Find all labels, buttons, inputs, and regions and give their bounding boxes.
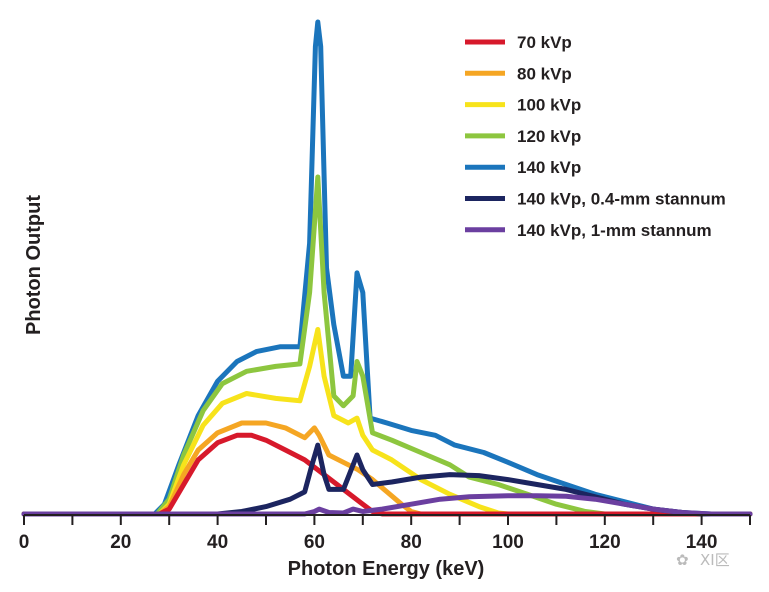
legend: 70 kVp 80 kVp 100 kVp 120 kVp 140 kVp 140 kVp… (465, 33, 726, 240)
x-tick-label: 140 (686, 532, 718, 553)
legend-item: 140 kVp (465, 158, 581, 177)
legend-label: 80 kVp (517, 64, 572, 83)
series-line-120-kvp (21, 174, 753, 517)
legend-item: 120 kVp (465, 127, 581, 146)
x-tick-label: 20 (110, 532, 131, 553)
wechat-icon: ✿ (676, 551, 689, 569)
x-tick-label: 60 (304, 532, 325, 553)
x-axis-title: Photon Energy (keV) (288, 558, 485, 580)
legend-item: 70 kVp (465, 33, 572, 52)
series-line-70-kvp (21, 432, 753, 517)
x-tick-label: 120 (589, 532, 621, 553)
x-tick-label: 40 (207, 532, 228, 553)
y-axis-title: Photon Output (23, 195, 45, 335)
legend-label: 140 kVp, 0.4-mm stannum (517, 190, 726, 209)
legend-item: 140 kVp, 0.4-mm stannum (465, 190, 726, 209)
legend-label: 140 kVp, 1-mm stannum (517, 221, 712, 240)
x-tick-label: 80 (401, 532, 422, 553)
legend-item: 80 kVp (465, 64, 572, 83)
legend-item: 100 kVp (465, 96, 581, 115)
series-line-80-kvp (21, 420, 753, 517)
x-axis: 0 20 40 60 80 100 120 140 (19, 514, 751, 553)
x-tick-label: 0 (19, 532, 30, 553)
x-tick-label: 100 (492, 532, 524, 553)
series-line-140-kvp-1-mm-stannum (21, 493, 753, 517)
legend-label: 120 kVp (517, 127, 581, 146)
legend-label: 100 kVp (517, 96, 581, 115)
series-layer (21, 19, 753, 517)
watermark-text: XI区 (700, 551, 730, 569)
watermark: ✿ XI区 (676, 551, 730, 569)
legend-label: 140 kVp (517, 158, 581, 177)
legend-item: 140 kVp, 1-mm stannum (465, 221, 712, 240)
series-line-140-kvp (21, 19, 753, 517)
legend-label: 70 kVp (517, 33, 572, 52)
